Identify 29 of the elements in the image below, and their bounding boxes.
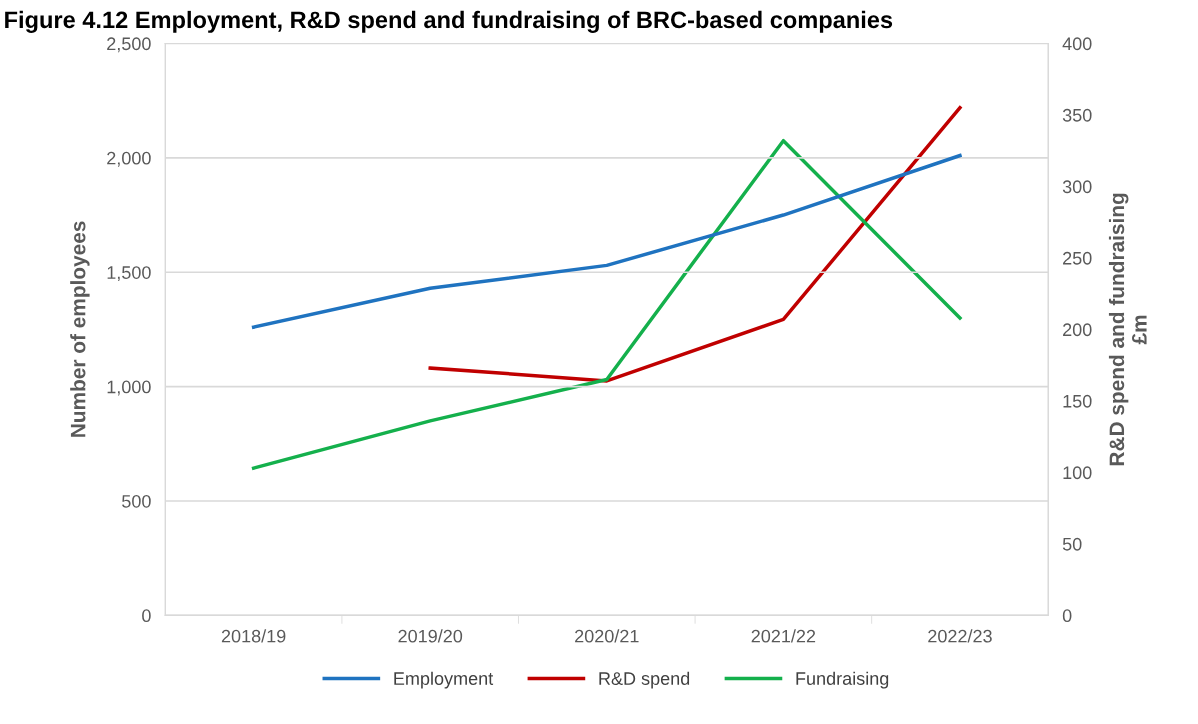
y-tick-label: 500	[122, 494, 151, 508]
legend-label: Employment	[394, 671, 494, 689]
y-tick-label: 2,000	[107, 151, 151, 167]
y2-tick-label: 0	[1062, 609, 1072, 623]
line-series	[251, 153, 962, 329]
y2-axis-title: R&D spend and fundraising £m	[1108, 193, 1147, 466]
legend-label: R&D spend	[599, 671, 690, 689]
y-tick-label: 0	[142, 609, 151, 623]
x-tick-label: 2022/23	[928, 629, 992, 643]
legend-label: Fundraising	[796, 671, 889, 689]
y-axis-title: Number of employees	[70, 221, 90, 437]
line-series	[428, 106, 962, 383]
x-tick-label: 2021/22	[751, 629, 816, 643]
y-tick-label: 1,500	[107, 266, 151, 282]
y2-tick-label: 50	[1062, 537, 1082, 551]
x-tick-label: 2018/19	[221, 629, 286, 643]
y2-tick-label: 200	[1063, 323, 1092, 337]
x-tick-label: 2019/20	[398, 629, 463, 643]
y-tick-label: 1,000	[107, 380, 151, 396]
y2-tick-label: 100	[1063, 466, 1092, 480]
y2-tick-label: 300	[1062, 180, 1092, 194]
chart-title: Figure 4.12 Employment, R&D spend and fundraising of BRC-based companies	[5, 10, 893, 33]
y2-tick-label: 400	[1062, 37, 1092, 51]
y2-tick-label: 150	[1063, 394, 1092, 408]
line-series	[251, 138, 962, 470]
y-tick-label: 2,500	[107, 37, 151, 53]
y2-tick-label: 350	[1062, 108, 1092, 122]
x-tick-label: 2020/21	[575, 629, 639, 643]
y2-tick-label: 250	[1063, 251, 1092, 265]
